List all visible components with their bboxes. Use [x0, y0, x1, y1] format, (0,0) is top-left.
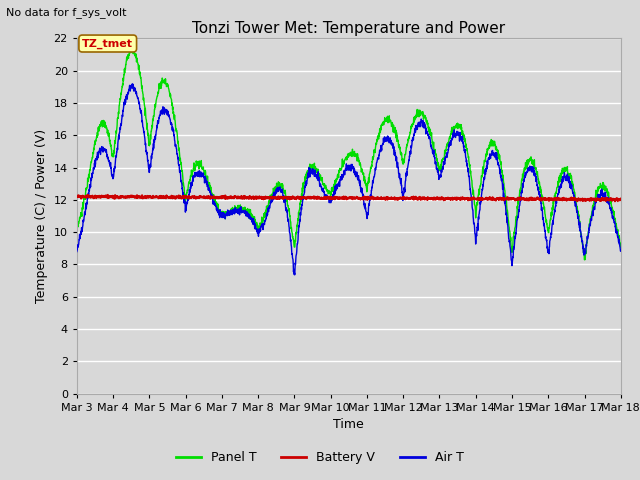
X-axis label: Time: Time — [333, 418, 364, 431]
Text: TZ_tmet: TZ_tmet — [82, 38, 133, 48]
Legend: Panel T, Battery V, Air T: Panel T, Battery V, Air T — [171, 446, 469, 469]
Title: Tonzi Tower Met: Temperature and Power: Tonzi Tower Met: Temperature and Power — [192, 21, 506, 36]
Y-axis label: Temperature (C) / Power (V): Temperature (C) / Power (V) — [35, 129, 48, 303]
Text: No data for f_sys_volt: No data for f_sys_volt — [6, 7, 127, 18]
